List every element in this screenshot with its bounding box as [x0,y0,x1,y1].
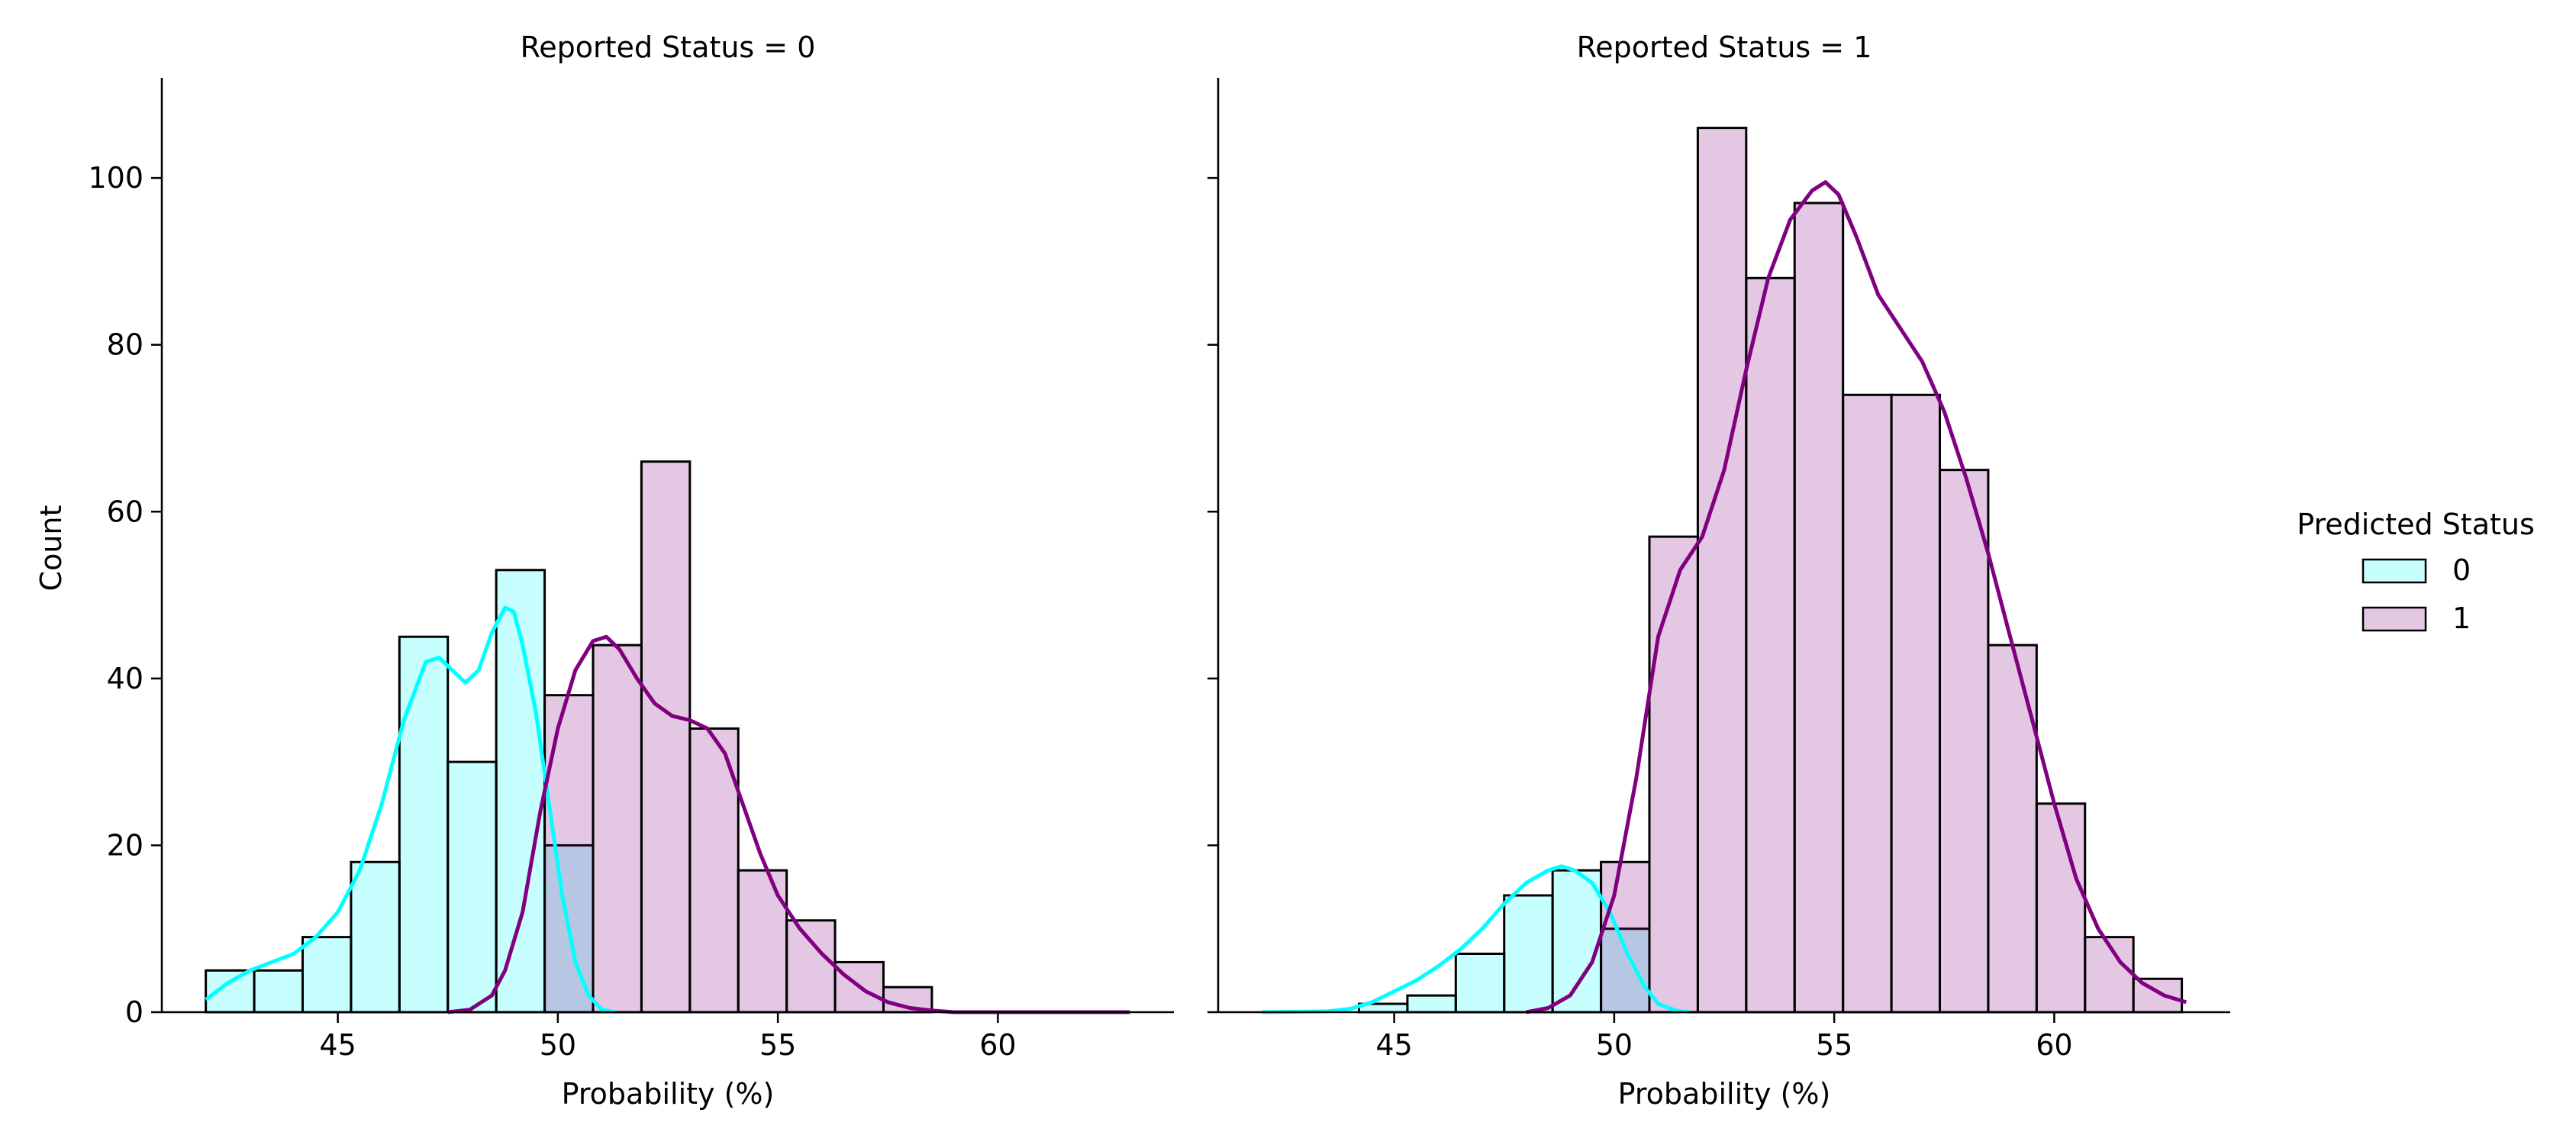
x-tick-label: 50 [540,1028,576,1062]
legend-label-0: 0 [2452,553,2471,587]
hist-bar-series-1 [1600,860,1651,1014]
hist-bar-series-1 [1648,535,1699,1014]
hist-bar-series-1 [1938,469,1990,1014]
hist-bar-series-0 [350,860,401,1014]
hist-bar-series-1 [1696,127,1748,1014]
panel-title: Reported Status = 1 [1577,31,1872,64]
y-tick-label: 40 [107,662,143,695]
hist-bar-series-1 [640,460,692,1014]
hist-bar-series-0 [301,936,353,1014]
hist-bar-series-0 [1406,994,1457,1014]
x-tick-label: 45 [1375,1028,1412,1062]
hist-bar-series-0 [1503,894,1554,1014]
panel-title: Reported Status = 0 [521,31,816,64]
hist-bar-series-1 [543,694,595,1014]
hist-bar-series-0 [398,635,450,1014]
y-tick-label: 60 [107,495,143,528]
x-tick-label: 45 [319,1028,356,1062]
x-tick-label: 55 [759,1028,796,1062]
legend: Predicted Status 0 1 [2297,508,2535,635]
y-axis-label: Count [34,505,68,592]
x-tick-label: 55 [1816,1028,1852,1062]
hist-bar-series-1 [1987,643,2038,1014]
hist-bar-series-0 [447,760,498,1014]
panel-reported-status-0: Reported Status = 0 45 50 55 60 0 20 40 60 80 100… [34,31,1174,1111]
hist-bar-series-0 [1551,869,1603,1014]
x-axis-label: Probability (%) [562,1077,775,1111]
hist-bar-series-1 [2035,802,2087,1014]
kde-line-series-1 [1526,180,2188,1014]
y-tick-label: 20 [107,828,143,862]
legend-label-1: 1 [2452,602,2471,635]
hist-bar-series-0 [205,969,256,1014]
hist-bar-series-0 [253,969,304,1014]
x-tick-label: 60 [979,1028,1016,1062]
y-tick-label: 0 [125,995,143,1029]
legend-swatch-1 [2362,606,2427,632]
y-tick-label: 80 [107,328,143,362]
hist-bar-series-1 [1890,393,1941,1014]
hist-bar-series-1 [785,919,837,1014]
hist-bar-series-1 [1793,202,1845,1014]
hist-bar-series-1 [737,869,788,1014]
kde-line-series-0 [1262,864,1690,1014]
hist-bar-series-1 [1745,276,1796,1014]
kde-line-series-0 [205,605,616,1014]
x-tick-label: 50 [1596,1028,1633,1062]
y-tick-label: 100 [88,161,143,195]
panel-reported-status-1: Reported Status = 1 45 50 55 60 Probability… [1207,31,2230,1111]
x-tick-label: 60 [2036,1028,2072,1062]
legend-swatch-0 [2362,558,2427,584]
hist-bar-series-0 [1454,953,1506,1014]
kde-line-series-1 [447,634,1130,1014]
legend-title: Predicted Status [2297,508,2535,541]
hist-bar-series-1 [1842,393,1893,1014]
x-axis-label: Probability (%) [1618,1077,1831,1111]
hist-bar-series-1 [592,643,643,1014]
